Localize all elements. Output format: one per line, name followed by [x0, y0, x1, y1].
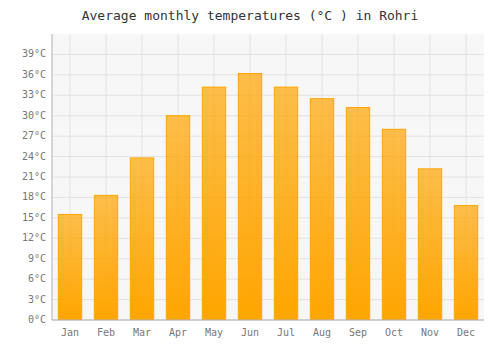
y-tick-label: 0°C — [28, 314, 46, 325]
x-tick-label: Nov — [421, 327, 439, 338]
y-grid-line — [52, 74, 484, 75]
y-tick-label: 15°C — [22, 212, 46, 223]
x-tick-label: May — [205, 327, 223, 338]
plot-background — [52, 34, 484, 320]
bar — [238, 73, 261, 320]
y-grid-line — [52, 156, 484, 157]
chart: 0°C 3°C 6°C 9°C 12°C 15°C 18°C 21°C 24°C 27°C 30°C… — [0, 0, 500, 350]
bar — [58, 214, 81, 320]
y-tick-label: 27°C — [22, 130, 46, 141]
y-axis-line — [52, 34, 53, 320]
x-tick-label: Apr — [169, 327, 187, 338]
bar — [418, 169, 441, 320]
x-tick-label: Feb — [97, 327, 115, 338]
y-tick-label: 33°C — [22, 89, 46, 100]
x-tick-label: Jan — [61, 327, 79, 338]
y-tick-label: 30°C — [22, 110, 46, 121]
bar — [310, 99, 333, 320]
y-grid-line — [52, 115, 484, 116]
y-grid-line — [52, 320, 484, 321]
x-tick-label: Jun — [241, 327, 259, 338]
y-tick-label: 24°C — [22, 151, 46, 162]
bar — [94, 195, 117, 320]
y-grid-line — [52, 136, 484, 137]
y-grid-line — [52, 95, 484, 96]
y-tick-label: 36°C — [22, 69, 46, 80]
title: Average monthly temperatures (°C ) in Ro… — [82, 8, 419, 23]
y-tick-label: 39°C — [22, 48, 46, 59]
x-tick-label: Oct — [385, 327, 403, 338]
bar — [166, 116, 189, 320]
grid — [52, 34, 484, 320]
bar — [346, 108, 369, 320]
x-tick-label: Jul — [277, 327, 295, 338]
bar — [274, 87, 297, 320]
x-tick-label: Sep — [349, 327, 367, 338]
y-grid-line — [52, 54, 484, 55]
x-tick-label: Aug — [313, 327, 331, 338]
x-axis-line — [52, 320, 484, 321]
bar — [382, 129, 405, 320]
bar — [202, 87, 225, 320]
y-tick-label: 9°C — [28, 253, 46, 264]
x-tick-label: Mar — [133, 327, 151, 338]
y-tick-label: 21°C — [22, 171, 46, 182]
x-tick-label: Dec — [457, 327, 475, 338]
y-tick-label: 18°C — [22, 191, 46, 202]
y-tick-label: 3°C — [28, 294, 46, 305]
bar — [454, 206, 477, 320]
bars — [58, 73, 477, 320]
y-tick-label: 12°C — [22, 232, 46, 243]
y-tick-label: 6°C — [28, 273, 46, 284]
bar — [130, 158, 153, 320]
